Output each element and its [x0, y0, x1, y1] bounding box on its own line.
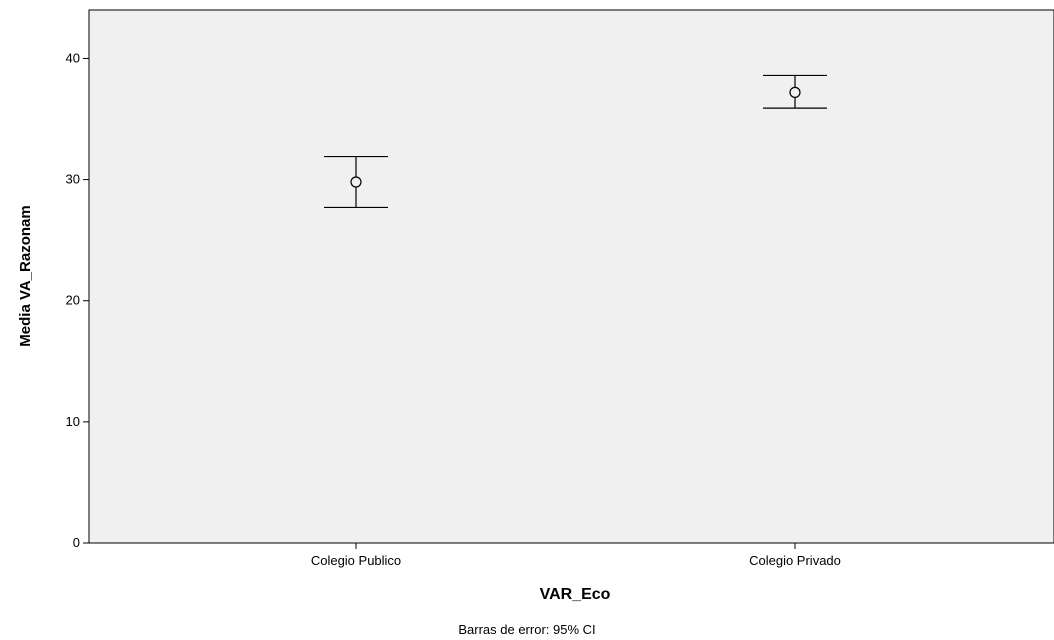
data-marks — [324, 74, 827, 209]
y-tick-label: 40 — [66, 50, 80, 65]
y-tick-label: 30 — [66, 172, 80, 187]
error-bar-group — [763, 74, 827, 109]
mean-point — [350, 176, 362, 188]
y-axis-label: Media VA_Razonam — [17, 205, 34, 346]
x-axis: Colegio Publico Colegio Privado — [311, 543, 841, 568]
y-tick-label: 20 — [66, 293, 80, 308]
footnote: Barras de error: 95% CI — [458, 622, 595, 637]
mean-point — [789, 86, 801, 98]
y-axis: 0 10 20 30 40 — [66, 50, 89, 550]
x-axis-label: VAR_Eco — [540, 586, 611, 603]
plot-area — [88, 9, 1054, 544]
y-tick-label: 10 — [66, 414, 80, 429]
x-tick-label: Colegio Publico — [311, 553, 401, 568]
x-tick-label: Colegio Privado — [749, 553, 841, 568]
y-tick-label: 0 — [73, 535, 80, 550]
error-bar-group — [324, 155, 388, 209]
